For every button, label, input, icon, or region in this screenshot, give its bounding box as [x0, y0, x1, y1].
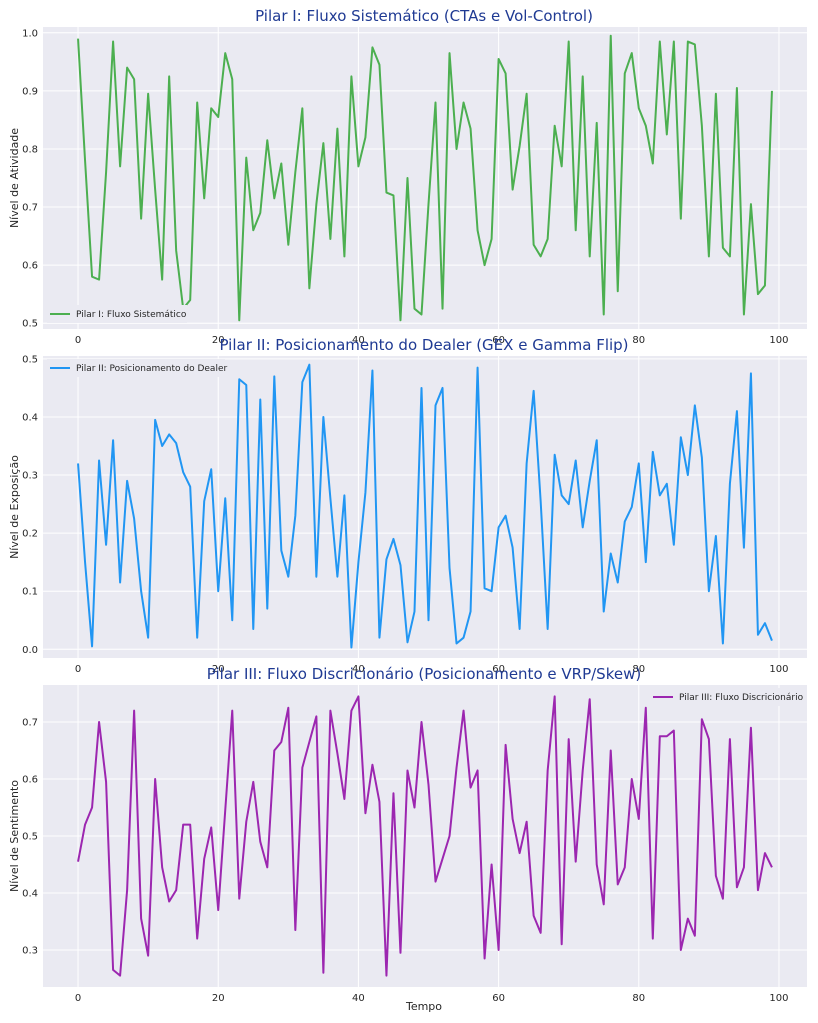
- series-line: [77, 695, 773, 977]
- x-tick-label: 20: [212, 993, 225, 1004]
- y-tick-label: 0.3: [22, 945, 38, 956]
- y-tick-label: 0.7: [22, 203, 38, 214]
- series-line: [77, 34, 773, 322]
- y-tick-label: 0.6: [22, 775, 38, 786]
- x-tick-label: 100: [769, 993, 788, 1004]
- y-tick-label: 0.5: [22, 354, 38, 365]
- legend: Pilar I: Fluxo Sistemático: [47, 305, 187, 323]
- y-tick-label: 1.0: [22, 28, 38, 39]
- y-tick-label: 0.4: [22, 412, 38, 423]
- x-tick-label: 80: [632, 993, 645, 1004]
- x-tick-label: 20: [212, 335, 225, 346]
- y-tick-label: 0.7: [22, 718, 38, 729]
- panel-fluxo-discricionario: Pilar III: Fluxo Discricionário (Posicio…: [8, 665, 807, 1013]
- chart-title: Pilar III: Fluxo Discricionário (Posicio…: [207, 665, 641, 683]
- x-axis-label: Tempo: [405, 1000, 442, 1013]
- x-tick-label: 20: [212, 664, 225, 675]
- x-tick-label: 40: [352, 993, 365, 1004]
- x-tick-label: 60: [492, 993, 505, 1004]
- plot-area: [43, 27, 807, 329]
- x-tick-label: 60: [492, 664, 505, 675]
- x-tick-label: 80: [632, 335, 645, 346]
- panel-fluxo-sistematico: Pilar I: Fluxo Sistemático (CTAs e Vol-C…: [8, 7, 807, 346]
- chart-title: Pilar I: Fluxo Sistemático (CTAs e Vol-C…: [255, 7, 593, 25]
- y-tick-label: 0.2: [22, 529, 38, 540]
- x-tick-label: 60: [492, 335, 505, 346]
- chart-title: Pilar II: Posicionamento do Dealer (GEX …: [219, 336, 628, 354]
- legend-label: Pilar I: Fluxo Sistemático: [76, 310, 187, 320]
- x-tick-label: 100: [769, 664, 788, 675]
- legend-box: [47, 359, 225, 377]
- legend-label: Pilar II: Posicionamento do Dealer: [76, 364, 227, 374]
- y-tick-label: 0.1: [22, 587, 38, 598]
- legend: Pilar II: Posicionamento do Dealer: [47, 359, 227, 377]
- x-tick-label: 40: [352, 664, 365, 675]
- y-tick-label: 0.9: [22, 86, 38, 97]
- x-tick-label: 40: [352, 335, 365, 346]
- series-line: [77, 363, 773, 649]
- y-axis-label: Nível de Sentimento: [8, 780, 21, 892]
- legend: Pilar III: Fluxo Discricionário: [650, 688, 804, 706]
- y-axis-label: Nível de Atividade: [8, 128, 21, 228]
- legend-box: [47, 305, 187, 323]
- x-tick-label: 0: [75, 664, 81, 675]
- legend-label: Pilar III: Fluxo Discricionário: [679, 693, 804, 703]
- x-tick-label: 0: [75, 335, 81, 346]
- x-tick-label: 0: [75, 993, 81, 1004]
- y-axis-label: Nível de Exposição: [8, 455, 21, 559]
- y-tick-label: 0.5: [22, 832, 38, 843]
- y-tick-label: 0.3: [22, 471, 38, 482]
- x-tick-label: 100: [769, 335, 788, 346]
- x-tick-label: 80: [632, 664, 645, 675]
- y-tick-label: 0.6: [22, 261, 38, 272]
- panel-posicionamento-dealer: Pilar II: Posicionamento do Dealer (GEX …: [8, 336, 807, 675]
- y-tick-label: 0.4: [22, 888, 38, 899]
- legend-box: [650, 688, 802, 706]
- y-tick-label: 0.5: [22, 319, 38, 330]
- y-tick-label: 0.0: [22, 645, 38, 656]
- y-tick-label: 0.8: [22, 144, 38, 155]
